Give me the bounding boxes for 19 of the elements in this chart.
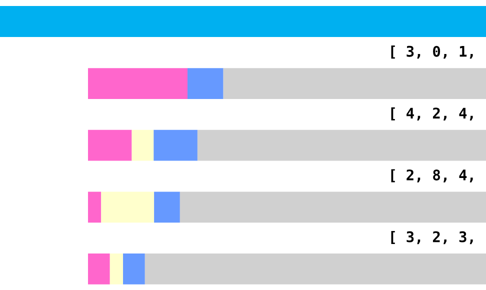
bar (88, 192, 102, 223)
bar (144, 254, 486, 284)
bar (88, 130, 132, 161)
bar (101, 192, 154, 223)
bar (88, 68, 188, 99)
bar (88, 254, 110, 284)
bar (223, 68, 486, 99)
annotation: [ 3, 0, 1, (391, 46, 473, 59)
bar (197, 130, 486, 161)
bar (154, 130, 198, 161)
annotation: [ 2, 8, 4, (391, 169, 473, 182)
bar (188, 68, 224, 99)
bar (110, 254, 124, 284)
bar (132, 130, 154, 161)
bar (180, 192, 486, 223)
annotation: [ 3, 2, 3, (391, 231, 473, 244)
bar (154, 192, 180, 223)
bar (123, 254, 145, 284)
annotation: [ 4, 2, 4, (391, 107, 473, 121)
